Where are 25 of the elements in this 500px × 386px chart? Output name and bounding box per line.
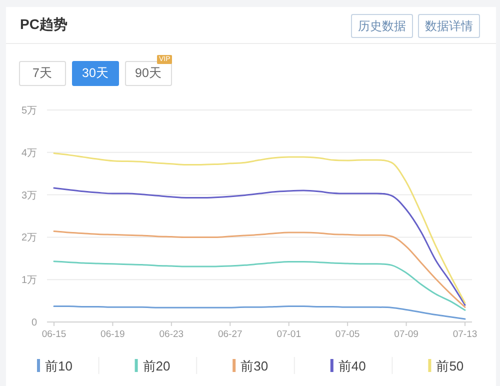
x-tick-label: 06-15 xyxy=(42,329,66,340)
x-tick-label: 06-23 xyxy=(159,329,184,340)
text: 7天 xyxy=(19,61,66,86)
legend-label: 前30 xyxy=(240,358,268,374)
x-tick-label: 07-05 xyxy=(335,329,360,340)
chart-title: PC趋势 xyxy=(20,16,68,34)
x-tick-label: 07-13 xyxy=(452,329,478,340)
y-tick-label: 1万 xyxy=(21,275,37,286)
y-tick-label: 2万 xyxy=(21,232,37,244)
y-tick-label: 0 xyxy=(31,318,38,328)
text: 30天 xyxy=(72,61,119,86)
x-tick-label: 07-09 xyxy=(394,329,418,340)
text: 90天 xyxy=(135,66,162,80)
text: 数据详情 xyxy=(418,14,480,38)
text: 历史数据 xyxy=(351,14,413,38)
x-tick-label: 06-27 xyxy=(218,329,242,340)
legend-label: 前10 xyxy=(45,358,72,374)
y-tick-label: 3万 xyxy=(21,190,37,202)
legend-label: 前50 xyxy=(436,358,464,374)
legend-label: 前20 xyxy=(142,358,170,374)
x-tick-label: 06-19 xyxy=(100,329,125,340)
legend-label: 前40 xyxy=(338,358,366,374)
x-tick-label: 07-01 xyxy=(276,329,302,340)
y-tick-label: 5万 xyxy=(21,106,37,116)
y-tick-label: 4万 xyxy=(21,148,37,159)
